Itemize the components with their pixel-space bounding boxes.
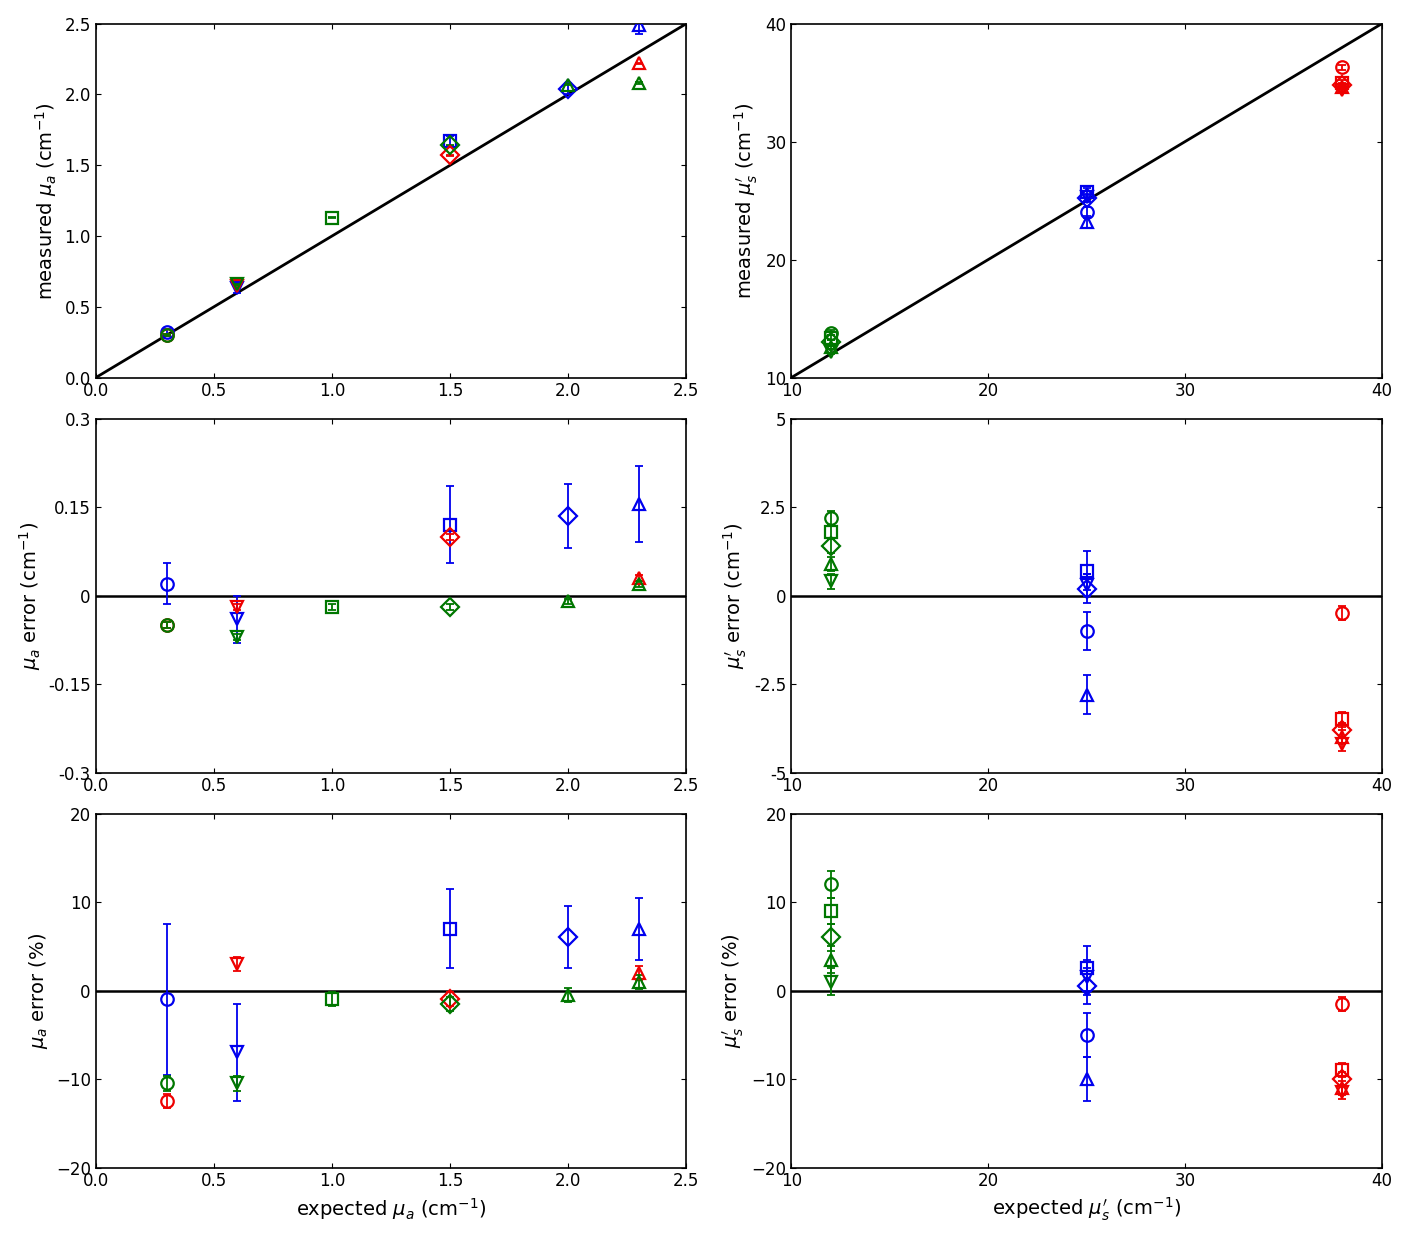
Y-axis label: $\mu_s'$ error (%): $\mu_s'$ error (%) [720, 934, 745, 1048]
X-axis label: expected $\mu_a$ (cm$^{-1}$): expected $\mu_a$ (cm$^{-1}$) [296, 1195, 486, 1221]
Y-axis label: measured $\mu_s'$ (cm$^{-1}$): measured $\mu_s'$ (cm$^{-1}$) [733, 103, 759, 299]
Y-axis label: $\mu_a$ error (%): $\mu_a$ error (%) [27, 932, 51, 1049]
Y-axis label: $\mu_s'$ error (cm$^{-1}$): $\mu_s'$ error (cm$^{-1}$) [721, 522, 748, 670]
X-axis label: expected $\mu_s'$ (cm$^{-1}$): expected $\mu_s'$ (cm$^{-1}$) [992, 1195, 1181, 1224]
Y-axis label: $\mu_a$ error (cm$^{-1}$): $\mu_a$ error (cm$^{-1}$) [17, 522, 42, 670]
Y-axis label: measured $\mu_a$ (cm$^{-1}$): measured $\mu_a$ (cm$^{-1}$) [32, 102, 59, 300]
